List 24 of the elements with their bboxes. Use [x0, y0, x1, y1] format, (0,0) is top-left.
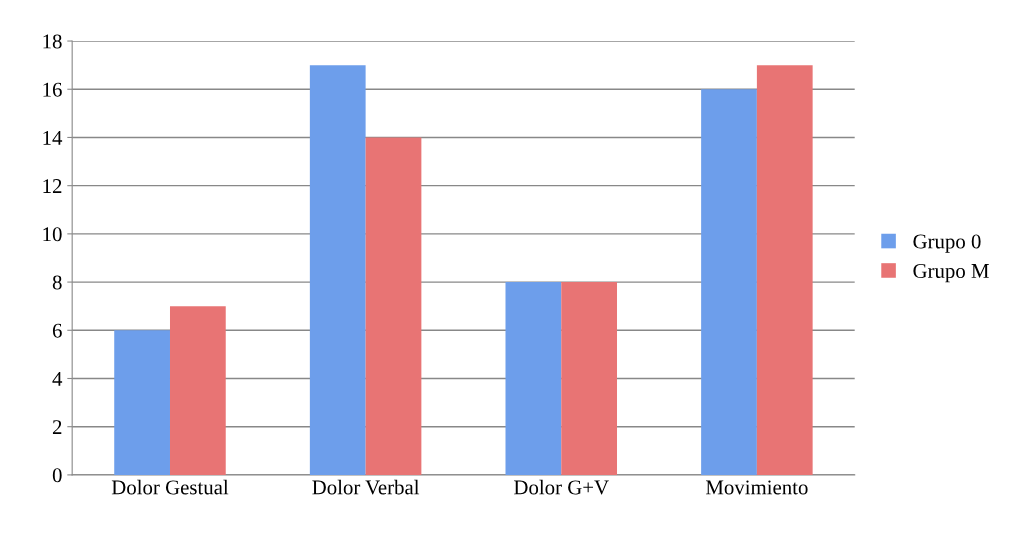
- y-tick-label: 18: [43, 34, 62, 49]
- bar: [756, 65, 813, 475]
- y-tick-label: 4: [52, 372, 63, 386]
- legend-label: Grupo M: [913, 263, 989, 283]
- y-tick-label: 14: [43, 130, 63, 145]
- x-tick-label: Dolor Gestual: [111, 479, 229, 495]
- bar: [701, 89, 757, 475]
- x-tick-label: Dolor Verbal: [312, 479, 420, 495]
- y-tick-label: 8: [52, 275, 62, 290]
- x-tick-label: Movimiento: [705, 480, 808, 495]
- bar: [309, 65, 366, 475]
- y-tick-label: 16: [43, 82, 62, 97]
- y-tick-label: 12: [43, 179, 62, 193]
- bar: [505, 282, 562, 475]
- y-tick-label: 0: [52, 468, 62, 483]
- bar: [365, 137, 422, 475]
- y-tick-label: 10: [43, 227, 62, 242]
- bar: [114, 330, 170, 475]
- x-tick-label: Dolor G+V: [514, 479, 609, 495]
- bar: [169, 306, 226, 475]
- legend-label: Grupo 0: [913, 234, 981, 253]
- y-tick-label: 6: [52, 323, 62, 338]
- y-tick-label: 2: [52, 420, 62, 434]
- bar: [561, 282, 618, 475]
